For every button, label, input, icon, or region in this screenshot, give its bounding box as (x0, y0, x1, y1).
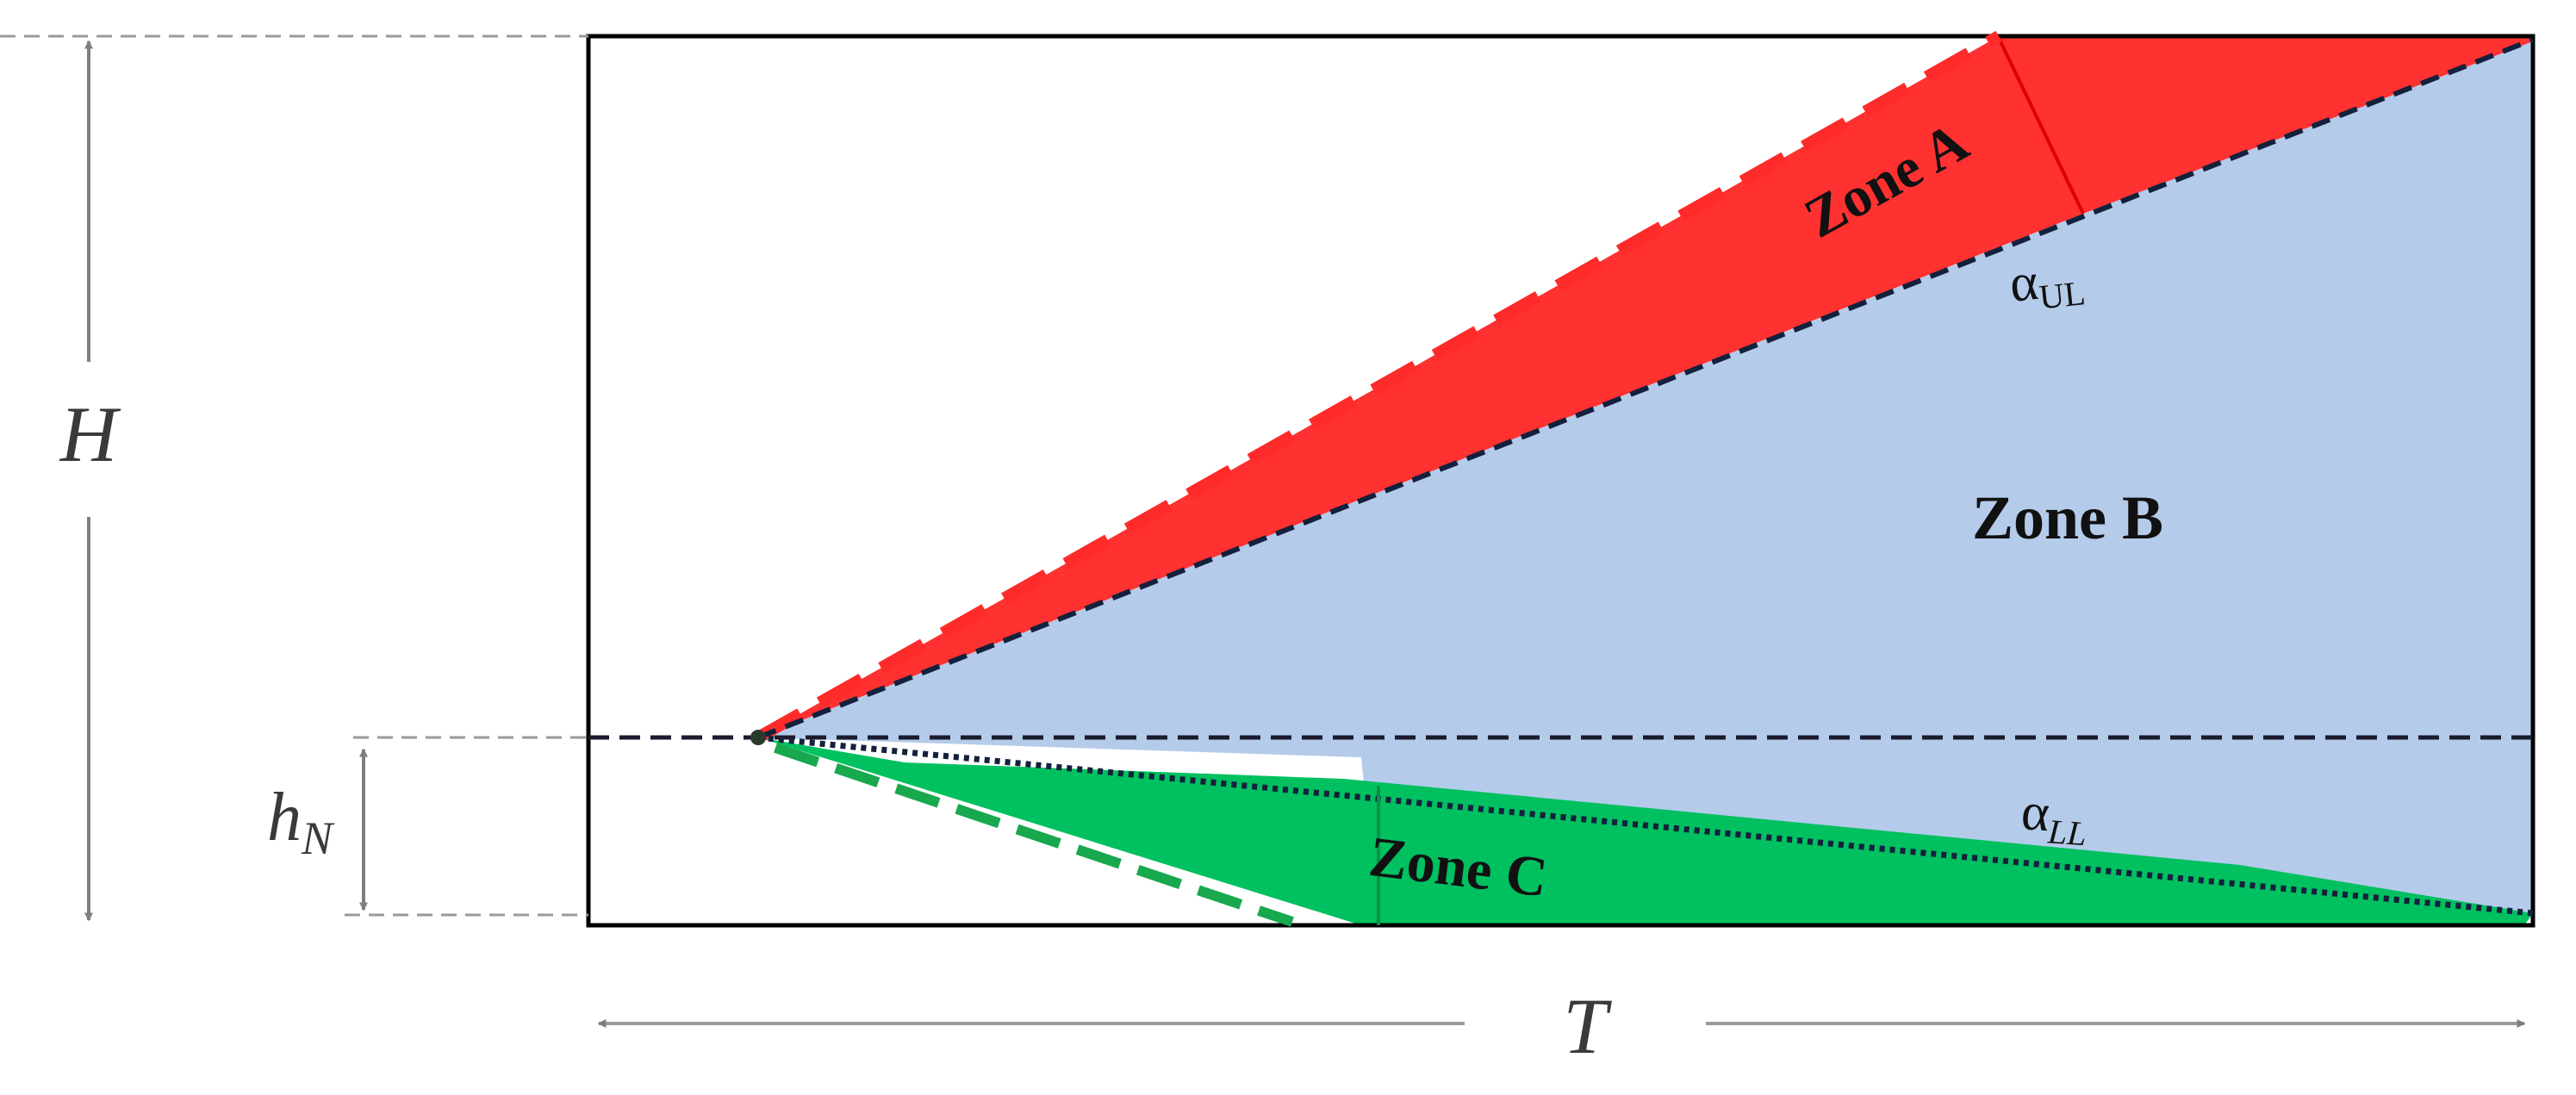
zone-b-label: Zone B (1972, 483, 2163, 552)
alpha-ll-symbol: α (2019, 782, 2051, 843)
nozzle-height-label: hN (267, 780, 335, 864)
zone-a-dashed-edge (755, 30, 2002, 743)
upper-limit-line (756, 37, 2535, 740)
nozzle-height-sub: N (301, 812, 335, 864)
domain-frame (586, 34, 2536, 928)
alpha-ll-subscript: LL (2046, 812, 2088, 853)
height-label: H (59, 390, 121, 478)
zone-a-divider (1997, 37, 2085, 215)
alpha-ul-label: αUL (2007, 247, 2087, 320)
alpha-ll-label: αLL (2019, 782, 2089, 853)
zone-c-dashed-edge (774, 743, 1294, 927)
alpha-ul-subscript: UL (2038, 273, 2088, 316)
alpha-ul-symbol: α (2007, 252, 2040, 314)
length-label: T (1563, 982, 1612, 1070)
lower-limit-line (757, 734, 2534, 917)
zone-a-region (758, 36, 2533, 737)
nozzle-height-main: h (267, 780, 302, 855)
zone-b-region (758, 36, 2533, 925)
nozzle-origin (750, 730, 766, 745)
